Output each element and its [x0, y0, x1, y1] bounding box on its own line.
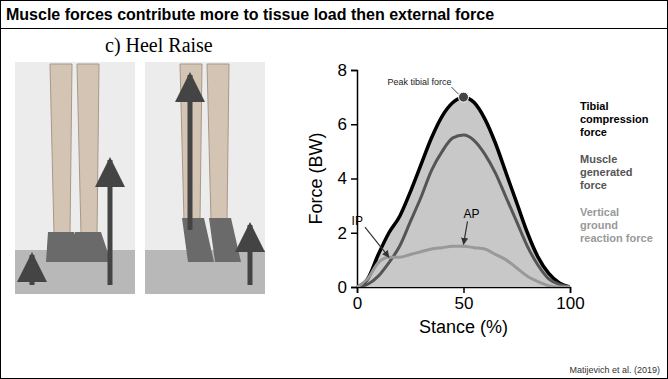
tick-label: 8 [338, 61, 347, 80]
subtitle: c) Heel Raise [105, 34, 213, 57]
tick-label: 100 [556, 294, 584, 313]
photo-shoe [209, 218, 241, 262]
tick: 8 [338, 61, 357, 80]
legend-entry: Tibialcompressionforce [580, 100, 649, 138]
y-axis-title: Force (BW) [306, 133, 326, 225]
annotations: Peak tibial force IP AP [352, 77, 480, 257]
tick-mark [351, 233, 357, 235]
tick-label: 6 [338, 115, 347, 134]
tick-label: 0 [353, 294, 362, 313]
photo-panel [145, 62, 265, 294]
tick: 50 [455, 287, 474, 313]
tick: 100 [556, 287, 584, 313]
tick: 4 [338, 169, 357, 188]
force-arrow [108, 160, 113, 285]
title-box [1, 1, 668, 29]
y-axis: 0 2 4 6 8 [338, 61, 358, 297]
force-arrow [30, 255, 35, 285]
photo-leg [50, 64, 72, 235]
force-arrow [188, 75, 193, 230]
annotation: IP [352, 214, 363, 228]
x-axis: 0 50 100 [353, 287, 585, 313]
photo-leg [207, 64, 229, 221]
tick-mark [463, 287, 465, 293]
x-axis-title: Stance (%) [419, 317, 508, 337]
area [357, 97, 570, 287]
slide-frame [1, 1, 668, 379]
tick-label: 2 [338, 224, 347, 243]
photo-shoe [73, 232, 111, 262]
tick-mark [357, 287, 359, 293]
photo-wall [145, 62, 265, 294]
photo-shoe [182, 218, 214, 262]
tick-label: 0 [338, 278, 347, 297]
legend: Tibialcompressionforce Musclegeneratedfor… [580, 100, 653, 244]
annotation: Peak tibial force [387, 77, 451, 87]
legend-entry: Verticalgroundreaction force [580, 206, 653, 244]
tick-mark [351, 287, 357, 289]
line [357, 97, 570, 287]
photo-leg [77, 64, 99, 235]
slide: Muscle forces contribute more to tissue … [0, 0, 668, 379]
force-arrow [248, 225, 253, 285]
line [357, 135, 570, 287]
line [357, 246, 570, 287]
legend-entry: Musclegeneratedforce [580, 153, 633, 191]
tick-mark [351, 178, 357, 180]
tick: 0 [353, 287, 362, 313]
plot-marks [357, 97, 570, 287]
photo-panel [15, 62, 135, 294]
axis-line [351, 71, 358, 288]
tick-mark [570, 287, 572, 293]
axis-line [358, 288, 571, 294]
photo-wall [15, 62, 135, 294]
leader-arrow [365, 227, 389, 257]
title: Muscle forces contribute more to tissue … [6, 6, 494, 23]
leader-arrow [464, 221, 468, 244]
tick: 6 [338, 115, 357, 134]
annotation: AP [463, 207, 479, 221]
tick-label: 4 [338, 169, 347, 188]
peak-dot [459, 92, 469, 102]
tick-mark [351, 124, 357, 126]
source: Matijevich et al. (2019) [569, 365, 660, 375]
tick-label: 50 [455, 294, 474, 313]
leader-line [452, 87, 459, 94]
tick-mark [351, 70, 357, 72]
